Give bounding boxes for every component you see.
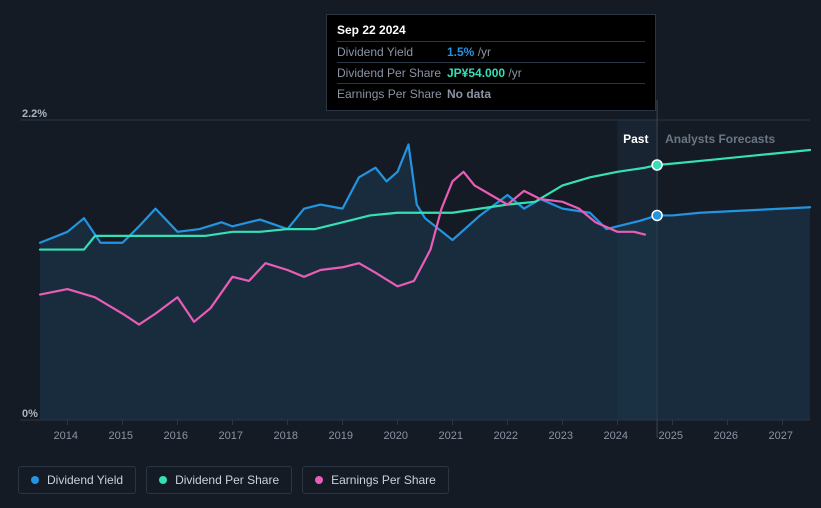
x-tick: 2014 <box>54 430 78 442</box>
section-past-label: Past <box>623 132 648 146</box>
tooltip-row-value: No data <box>447 87 491 101</box>
section-forecast-label: Analysts Forecasts <box>665 132 775 146</box>
tooltip-rows: Dividend Yield1.5% /yrDividend Per Share… <box>337 42 645 104</box>
x-tick: 2018 <box>274 430 298 442</box>
legend-dot-icon <box>159 476 167 484</box>
legend-dot-icon <box>315 476 323 484</box>
dividend-chart: 2.2% 0% Past Analysts Forecasts 2014 2015… <box>0 100 821 460</box>
x-tick: 2015 <box>109 430 133 442</box>
x-tick: 2020 <box>384 430 408 442</box>
tooltip-row-value: JP¥54.000 /yr <box>447 66 522 80</box>
legend-item-dividend_per_share[interactable]: Dividend Per Share <box>146 466 292 494</box>
x-axis: 2014 2015 2016 2017 2018 2019 2020 2021 2022 2023… <box>40 430 810 454</box>
tooltip-row: Earnings Per ShareNo data <box>337 84 645 104</box>
x-tick: 2024 <box>604 430 628 442</box>
x-tick: 2022 <box>494 430 518 442</box>
tooltip-date: Sep 22 2024 <box>337 21 645 42</box>
legend-label: Dividend Yield <box>47 473 123 487</box>
tooltip-row: Dividend Per ShareJP¥54.000 /yr <box>337 63 645 84</box>
chart-tooltip: Sep 22 2024 Dividend Yield1.5% /yrDivide… <box>326 14 656 111</box>
x-tick: 2026 <box>714 430 738 442</box>
legend-label: Dividend Per Share <box>175 473 279 487</box>
tooltip-row-label: Dividend Per Share <box>337 66 447 80</box>
tooltip-row-label: Earnings Per Share <box>337 87 447 101</box>
x-tick: 2021 <box>439 430 463 442</box>
chart-svg <box>0 100 821 460</box>
x-tick: 2023 <box>549 430 573 442</box>
legend-item-earnings_per_share[interactable]: Earnings Per Share <box>302 466 449 494</box>
chart-legend: Dividend Yield Dividend Per Share Earnings… <box>18 466 449 494</box>
legend-dot-icon <box>31 476 39 484</box>
x-tick: 2017 <box>219 430 243 442</box>
x-tick: 2016 <box>164 430 188 442</box>
legend-label: Earnings Per Share <box>331 473 436 487</box>
legend-item-dividend_yield[interactable]: Dividend Yield <box>18 466 136 494</box>
x-tick: 2019 <box>329 430 353 442</box>
tooltip-row-label: Dividend Yield <box>337 45 447 59</box>
marker-dividend_yield <box>652 210 662 220</box>
x-tick: 2027 <box>769 430 793 442</box>
x-tick: 2025 <box>659 430 683 442</box>
marker-dividend_per_share <box>652 160 662 170</box>
y-axis-max: 2.2% <box>22 108 47 120</box>
tooltip-row-value: 1.5% /yr <box>447 45 491 59</box>
tooltip-row: Dividend Yield1.5% /yr <box>337 42 645 63</box>
y-axis-min: 0% <box>22 408 38 420</box>
series-area-dividend_yield <box>40 145 810 420</box>
